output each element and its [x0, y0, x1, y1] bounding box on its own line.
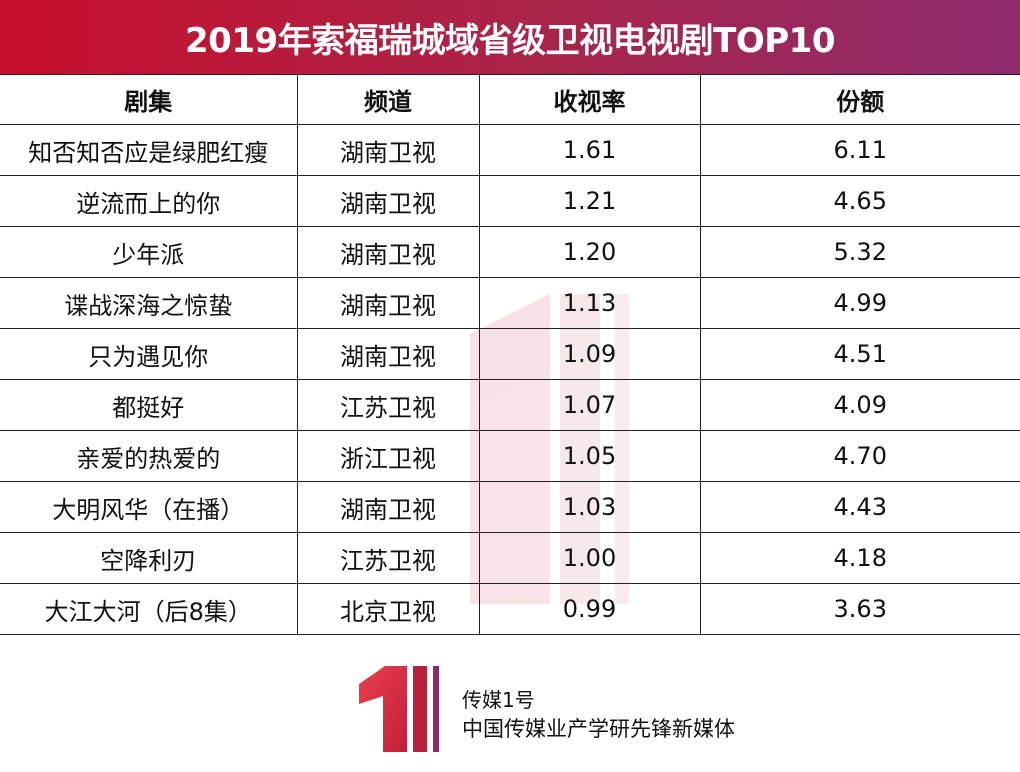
cell-drama: 知否知否应是绿肥红瘦 — [0, 124, 298, 176]
cell-share: 4.65 — [699, 175, 1020, 227]
cell-drama: 大江大河（后8集） — [0, 583, 298, 635]
cell-share: 4.43 — [699, 481, 1020, 533]
cell-rating: 1.61 — [478, 124, 701, 176]
cell-channel: 浙江卫视 — [296, 430, 480, 482]
table-row: 谍战深海之惊蛰 湖南卫视 1.13 4.99 — [0, 277, 1020, 329]
cell-rating: 1.00 — [478, 532, 701, 584]
title-bar: 2019年索福瑞城域省级卫视电视剧TOP10 — [0, 0, 1020, 74]
cell-share: 4.09 — [699, 379, 1020, 431]
table-row: 逆流而上的你 湖南卫视 1.21 4.65 — [0, 175, 1020, 227]
table-row: 亲爱的热爱的 浙江卫视 1.05 4.70 — [0, 430, 1020, 482]
cell-channel: 湖南卫视 — [296, 124, 480, 176]
cell-drama: 少年派 — [0, 226, 298, 278]
cell-drama: 亲爱的热爱的 — [0, 430, 298, 482]
cell-drama: 空降利刃 — [0, 532, 298, 584]
cell-channel: 湖南卫视 — [296, 328, 480, 380]
header-drama: 剧集 — [0, 74, 298, 125]
cell-share: 4.70 — [699, 430, 1020, 482]
cell-rating: 1.05 — [478, 430, 701, 482]
cell-rating: 1.07 — [478, 379, 701, 431]
page-title: 2019年索福瑞城域省级卫视电视剧TOP10 — [185, 20, 835, 61]
cell-channel: 湖南卫视 — [296, 481, 480, 533]
cell-rating: 1.20 — [478, 226, 701, 278]
cell-drama: 大明风华（在播） — [0, 481, 298, 533]
cell-rating: 0.99 — [478, 583, 701, 635]
table-row: 空降利刃 江苏卫视 1.00 4.18 — [0, 532, 1020, 584]
table-row: 大江大河（后8集） 北京卫视 0.99 3.63 — [0, 583, 1020, 635]
cell-rating: 1.03 — [478, 481, 701, 533]
number-one-logo-icon — [359, 666, 439, 752]
table-row: 少年派 湖南卫视 1.20 5.32 — [0, 226, 1020, 278]
cell-channel: 江苏卫视 — [296, 532, 480, 584]
cell-share: 3.63 — [699, 583, 1020, 635]
cell-drama: 谍战深海之惊蛰 — [0, 277, 298, 329]
cell-channel: 湖南卫视 — [296, 175, 480, 227]
cell-rating: 1.13 — [478, 277, 701, 329]
header-channel: 频道 — [296, 74, 480, 125]
header-share: 份额 — [699, 74, 1020, 125]
footer-text: 传媒1号 中国传媒业产学研先锋新媒体 — [462, 686, 735, 744]
cell-drama: 都挺好 — [0, 379, 298, 431]
cell-share: 4.99 — [699, 277, 1020, 329]
cell-channel: 湖南卫视 — [296, 277, 480, 329]
cell-channel: 北京卫视 — [296, 583, 480, 635]
cell-rating: 1.21 — [478, 175, 701, 227]
cell-channel: 江苏卫视 — [296, 379, 480, 431]
header-rating: 收视率 — [478, 74, 701, 125]
cell-drama: 逆流而上的你 — [0, 175, 298, 227]
table-header-row: 剧集 频道 收视率 份额 — [0, 74, 1020, 125]
table-row: 知否知否应是绿肥红瘦 湖南卫视 1.61 6.11 — [0, 124, 1020, 176]
cell-share: 5.32 — [699, 226, 1020, 278]
brand-name: 传媒1号 — [462, 688, 535, 712]
ratings-table: 剧集 频道 收视率 份额 知否知否应是绿肥红瘦 湖南卫视 1.61 6.11 逆流而上的… — [0, 74, 1020, 635]
cell-channel: 湖南卫视 — [296, 226, 480, 278]
cell-rating: 1.09 — [478, 328, 701, 380]
table-row: 都挺好 江苏卫视 1.07 4.09 — [0, 379, 1020, 431]
table-row: 大明风华（在播） 湖南卫视 1.03 4.43 — [0, 481, 1020, 533]
cell-share: 4.18 — [699, 532, 1020, 584]
cell-drama: 只为遇见你 — [0, 328, 298, 380]
cell-share: 4.51 — [699, 328, 1020, 380]
ratings-table-container: 剧集 频道 收视率 份额 知否知否应是绿肥红瘦 湖南卫视 1.61 6.11 逆流而上的… — [0, 74, 1020, 635]
footer: 传媒1号 中国传媒业产学研先锋新媒体 — [0, 646, 1020, 772]
table-row: 只为遇见你 湖南卫视 1.09 4.51 — [0, 328, 1020, 380]
brand-slogan: 中国传媒业产学研先锋新媒体 — [462, 717, 735, 741]
cell-share: 6.11 — [699, 124, 1020, 176]
